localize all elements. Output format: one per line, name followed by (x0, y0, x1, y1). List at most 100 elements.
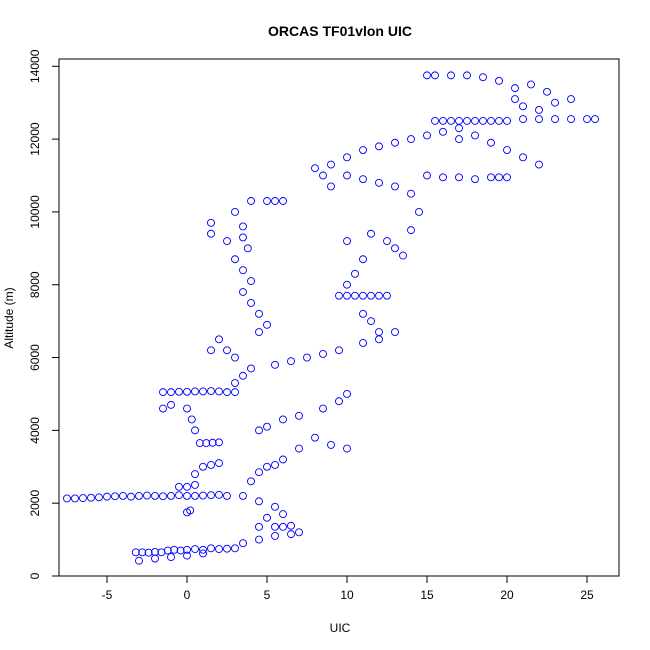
data-point (215, 490, 223, 499)
data-point (255, 309, 263, 318)
data-point (247, 277, 255, 286)
data-point (519, 153, 527, 162)
data-point (207, 346, 215, 355)
data-point (407, 189, 415, 198)
data-point (511, 95, 519, 103)
data-point (391, 328, 399, 337)
data-point (359, 339, 367, 347)
data-point (223, 237, 231, 245)
data-point (255, 468, 263, 477)
data-point (191, 387, 199, 396)
data-point (151, 548, 159, 556)
data-point (255, 535, 263, 544)
data-point (127, 492, 135, 501)
data-point (138, 548, 147, 557)
data-point (359, 175, 367, 184)
data-point (167, 553, 175, 562)
data-point (239, 491, 247, 500)
data-point (175, 387, 183, 396)
data-point (375, 142, 383, 151)
data-point (271, 532, 279, 540)
data-point (231, 207, 239, 216)
data-point (519, 102, 527, 111)
data-point (319, 171, 327, 180)
data-point (359, 255, 367, 264)
data-point (263, 197, 271, 205)
data-point (157, 548, 166, 557)
data-point (279, 415, 287, 424)
data-point (255, 497, 263, 506)
data-point (551, 98, 559, 107)
data-point (202, 439, 211, 448)
data-point (151, 554, 159, 563)
data-point (343, 171, 351, 180)
data-point (295, 411, 303, 420)
data-point (131, 548, 140, 557)
data-point (195, 439, 204, 448)
data-point (567, 95, 575, 103)
data-point (215, 438, 223, 447)
data-point (187, 415, 196, 424)
data-point (343, 153, 351, 162)
plot-frame (58, 58, 620, 577)
data-point (367, 291, 375, 300)
data-point (431, 116, 439, 125)
data-point (199, 462, 207, 471)
data-point (247, 364, 255, 373)
data-point (271, 197, 279, 205)
data-point (519, 115, 527, 124)
data-point (479, 116, 487, 125)
data-point (367, 317, 375, 326)
data-point (527, 80, 535, 89)
y-axis-label: Altitude (m) (2, 287, 16, 348)
data-point (159, 404, 167, 413)
data-point (199, 491, 207, 500)
data-point (287, 357, 295, 366)
y-tick-label: 0 (28, 572, 42, 579)
data-point (407, 135, 415, 144)
data-points (63, 71, 599, 565)
data-point (215, 335, 223, 344)
data-point (279, 197, 287, 205)
data-point (239, 371, 247, 380)
data-point (591, 115, 599, 124)
data-point (343, 444, 351, 453)
x-tick-label: 0 (184, 588, 191, 602)
data-point (295, 444, 303, 453)
data-point (295, 528, 303, 537)
data-point (503, 116, 511, 125)
data-point (247, 298, 255, 307)
y-axis: 0 2000 4000 6000 8000 10000 12000 14000 (28, 49, 59, 579)
data-point (567, 115, 575, 124)
data-point (263, 513, 271, 522)
data-point (143, 491, 151, 500)
data-point (191, 481, 199, 489)
x-tick-label: 20 (500, 588, 514, 602)
data-point (391, 182, 399, 191)
data-point (215, 387, 223, 396)
data-point (175, 482, 183, 491)
data-point (191, 426, 199, 435)
data-point (439, 173, 447, 182)
data-point (535, 106, 543, 114)
data-point (215, 545, 223, 554)
y-tick-label: 14000 (28, 49, 42, 83)
data-point (343, 291, 351, 300)
data-point (543, 87, 551, 96)
data-point (335, 291, 343, 300)
data-point (223, 544, 231, 553)
y-tick-label: 12000 (28, 122, 42, 156)
data-point (167, 491, 175, 500)
data-point (255, 426, 263, 435)
data-point (455, 116, 463, 125)
data-point (375, 335, 383, 344)
data-point (191, 491, 199, 500)
data-point (319, 404, 327, 413)
data-point (311, 433, 319, 442)
data-point (183, 491, 191, 500)
y-tick-label: 4000 (28, 417, 42, 444)
data-point (167, 400, 175, 409)
data-point (535, 160, 543, 169)
